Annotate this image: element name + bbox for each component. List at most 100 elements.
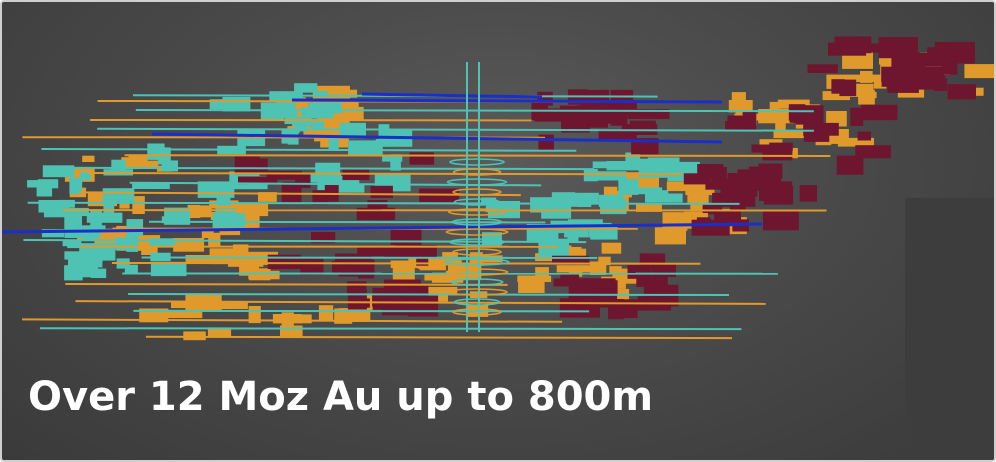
teal-stope-block xyxy=(390,154,401,171)
background-panel xyxy=(905,198,994,460)
maroon-stope-block xyxy=(908,79,944,90)
maroon-stope-block xyxy=(244,158,268,174)
teal-stope-block xyxy=(90,268,107,278)
orange-stope-block xyxy=(601,242,622,254)
teal-stope-block xyxy=(36,186,53,197)
maroon-stope-block xyxy=(725,121,752,131)
maroon-stope-block xyxy=(855,145,892,159)
maroon-stope-block xyxy=(742,110,757,130)
maroon-stope-block xyxy=(346,281,367,296)
orange-stope-block xyxy=(775,120,786,136)
orange-stope-block xyxy=(408,256,422,266)
teal-stope-block xyxy=(551,192,576,203)
teal-stope-block xyxy=(308,102,342,114)
orange-stope-block xyxy=(731,92,746,102)
decline-ramp-loop xyxy=(445,228,509,236)
decline-ramp-loop xyxy=(444,258,510,266)
maroon-stope-block xyxy=(729,194,746,211)
teal-stope-block xyxy=(42,165,75,178)
teal-stope-block xyxy=(383,174,398,184)
orange-stope-block xyxy=(777,99,810,109)
orange-stope-block xyxy=(842,52,873,69)
orange-stope-block xyxy=(873,77,887,89)
maroon-stope-block xyxy=(803,122,839,136)
maroon-stope-block xyxy=(605,280,618,294)
maroon-stope-block xyxy=(714,210,742,227)
orange-stope-block xyxy=(431,272,464,283)
development-drive xyxy=(97,127,814,132)
maroon-stope-block xyxy=(769,142,793,151)
teal-stope-block xyxy=(132,182,170,189)
orange-stope-block xyxy=(442,252,458,266)
orange-stope-block xyxy=(193,205,212,218)
teal-stope-block xyxy=(378,124,390,142)
blue-development-drive xyxy=(361,92,543,99)
development-drive xyxy=(148,220,546,224)
orange-stope-block xyxy=(121,157,140,170)
maroon-stope-block xyxy=(857,131,871,141)
maroon-stope-block xyxy=(807,64,838,73)
maroon-stope-block xyxy=(865,43,890,53)
orange-stope-block xyxy=(866,91,877,99)
decline-ramp-loop xyxy=(446,178,508,186)
development-drive xyxy=(70,166,595,171)
orange-stope-block xyxy=(769,101,780,114)
teal-stope-block xyxy=(348,140,383,155)
teal-stope-block xyxy=(485,203,500,213)
teal-stope-block xyxy=(64,251,98,260)
orange-stope-block xyxy=(217,301,248,310)
orange-stope-block xyxy=(879,55,904,65)
orange-stope-block xyxy=(187,204,201,218)
teal-stope-block xyxy=(594,171,627,181)
teal-stope-block xyxy=(311,119,325,130)
teal-stope-block xyxy=(102,188,135,202)
orange-stope-block xyxy=(654,227,686,245)
development-drive xyxy=(145,335,733,340)
orange-stope-block xyxy=(349,107,361,119)
orange-stope-block xyxy=(318,305,334,321)
maroon-stope-block xyxy=(608,299,624,320)
orange-stope-block xyxy=(303,127,331,139)
maroon-stope-block xyxy=(553,278,594,287)
development-drives xyxy=(2,92,831,340)
development-drive xyxy=(135,109,814,113)
teal-stope-block xyxy=(212,213,246,229)
development-drive xyxy=(39,327,742,331)
teal-stope-block xyxy=(600,198,627,215)
decline-ramp-loop xyxy=(452,188,502,196)
orange-stope-block xyxy=(82,155,95,162)
orange-stope-block xyxy=(136,160,159,168)
maroon-stope-block xyxy=(266,170,302,180)
teal-stope-block xyxy=(64,207,89,217)
teal-stope-block xyxy=(567,192,599,204)
teal-stope-block xyxy=(147,143,165,160)
orange-stope-block xyxy=(183,331,206,341)
decline-ramp-loop xyxy=(453,298,501,306)
development-drive xyxy=(41,148,577,152)
maroon-stope-block xyxy=(727,173,765,191)
development-drive xyxy=(78,191,521,197)
teal-stope-block xyxy=(645,190,669,203)
development-drive xyxy=(75,300,766,305)
orange-stope-block xyxy=(258,192,277,202)
maroon-stope-block xyxy=(947,84,976,100)
teal-stope-block xyxy=(275,94,298,103)
maroon-stope-block xyxy=(537,91,553,106)
teal-stope-block xyxy=(126,219,144,236)
teal-stope-block xyxy=(291,118,322,127)
orange-stope-block xyxy=(964,64,994,79)
blue-development-drive xyxy=(291,98,723,104)
maroon-stope-block xyxy=(238,176,278,185)
decline-ramp-loop xyxy=(449,158,505,166)
blue-development-drive xyxy=(151,132,723,144)
maroon-stope-block xyxy=(300,257,324,275)
teal-stope-block xyxy=(530,197,554,213)
maroon-stope-block xyxy=(878,37,918,59)
maroon-stope-block xyxy=(627,265,643,279)
teal-stope-block xyxy=(640,163,679,175)
maroon-stope-block xyxy=(881,72,902,87)
teal-stope-block xyxy=(41,229,65,238)
maroon-stope-block xyxy=(598,128,637,141)
maroon-stope-block xyxy=(395,240,411,249)
decline-ramp-loop xyxy=(453,198,501,206)
